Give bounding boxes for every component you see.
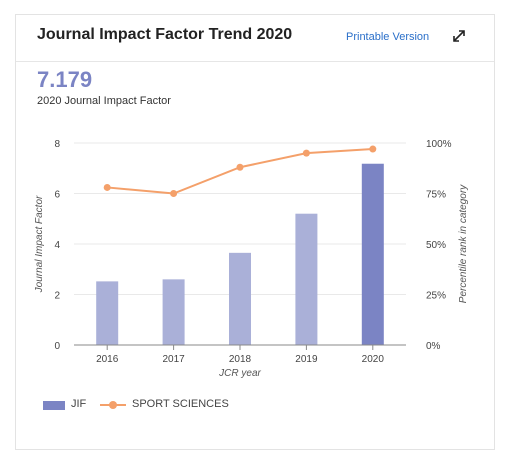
jif-value-label: 2020 Journal Impact Factor	[37, 95, 171, 107]
x-tick-label: 2019	[295, 354, 318, 365]
legend-label-jif: JIF	[71, 398, 87, 410]
printable-version-link[interactable]: Printable Version	[346, 31, 430, 43]
category-percentile-point	[103, 183, 111, 191]
jif-bar	[162, 279, 185, 345]
legend-swatch-jif	[43, 401, 65, 410]
y2-tick-label: 75%	[426, 190, 446, 201]
y2-axis-title: Percentile rank in category	[458, 184, 469, 303]
category-percentile-point	[170, 190, 178, 197]
x-tick-label: 2020	[362, 354, 385, 365]
jif-trend-card: Journal Impact Factor Trend 2020 Printab…	[15, 14, 495, 450]
x-tick-label: 2016	[96, 354, 119, 365]
category-percentile-point	[302, 149, 310, 157]
y-tick-label: 4	[54, 240, 60, 251]
x-tick-label: 2017	[162, 354, 185, 365]
y-axis-title: Journal Impact Factor	[34, 195, 45, 293]
legend-label-category: SPORT SCIENCES	[132, 398, 229, 410]
jif-value: 7.179	[37, 67, 93, 92]
y2-tick-label: 25%	[426, 291, 446, 302]
expand-icon[interactable]	[450, 27, 468, 45]
y-tick-label: 6	[54, 190, 60, 201]
x-tick-label: 2018	[229, 354, 252, 365]
category-percentile-point	[236, 163, 244, 171]
y2-tick-label: 50%	[426, 240, 446, 251]
card-header: Journal Impact Factor Trend 2020 Printab…	[16, 15, 494, 62]
y-tick-label: 8	[54, 139, 60, 150]
jif-bar	[229, 252, 251, 345]
category-percentile-point	[369, 145, 377, 153]
jif-trend-chart: 0 2 4 6 8 0% 25% 50% 75% 100% 2016 2017 2018 2019 2020…	[34, 139, 469, 379]
card-title: Journal Impact Factor Trend 2020	[37, 26, 293, 43]
jif-bar	[96, 281, 119, 345]
y-tick-label: 2	[54, 291, 60, 302]
x-axis-title: JCR year	[218, 368, 261, 379]
legend-item-category[interactable]: SPORT SCIENCES	[100, 397, 250, 413]
legend-swatch-category	[100, 401, 126, 409]
y-tick-label: 0	[54, 341, 60, 352]
jif-bar	[295, 213, 318, 345]
jif-bar	[361, 163, 384, 345]
y2-tick-label: 0%	[426, 341, 441, 352]
category-percentile-line	[107, 148, 373, 195]
y2-tick-label: 100%	[426, 139, 452, 150]
legend-item-jif[interactable]: JIF	[43, 397, 103, 413]
